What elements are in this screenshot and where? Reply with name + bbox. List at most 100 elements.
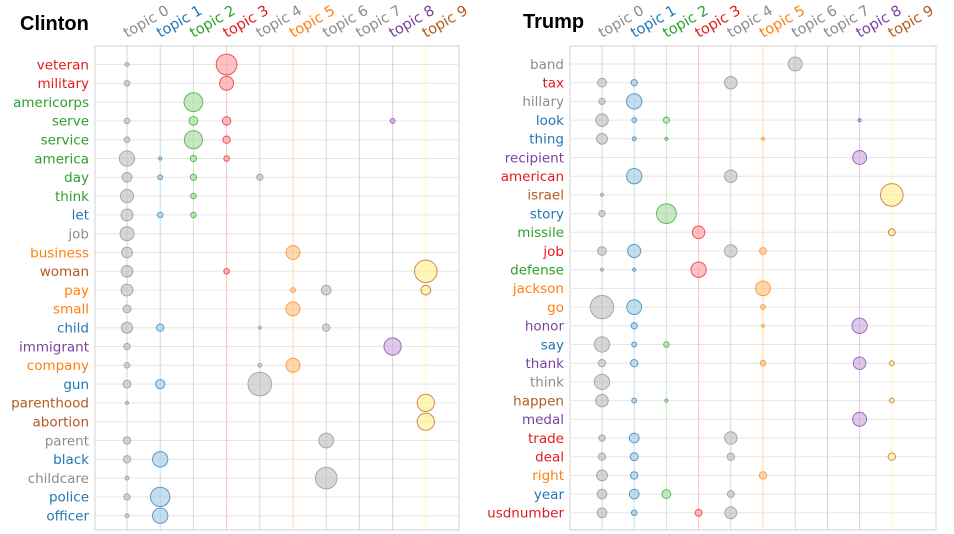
bubble xyxy=(630,509,638,517)
word-label: parent xyxy=(45,433,89,449)
bubble xyxy=(630,471,639,480)
bubble xyxy=(664,136,669,141)
bubble xyxy=(760,136,766,141)
word-label: officer xyxy=(46,509,89,525)
word-label: americorps xyxy=(13,95,89,111)
bubble xyxy=(155,378,166,390)
bubble xyxy=(189,173,198,181)
bubble xyxy=(631,117,638,124)
bubble xyxy=(852,150,868,165)
bubble xyxy=(416,393,435,413)
bubble xyxy=(120,265,134,278)
bubble xyxy=(157,174,164,181)
bubble xyxy=(383,337,402,356)
bubble xyxy=(190,192,197,200)
bubble xyxy=(290,287,296,294)
bubble xyxy=(760,323,766,328)
bubble xyxy=(758,471,768,480)
bubble xyxy=(247,371,273,397)
bubble xyxy=(120,321,134,334)
bubble xyxy=(628,432,640,444)
bubble xyxy=(631,341,638,348)
bubble xyxy=(183,92,204,112)
bubble xyxy=(630,359,639,368)
word-label: happen xyxy=(513,393,564,409)
bubble xyxy=(626,299,643,316)
bubble xyxy=(124,62,130,67)
bubble xyxy=(852,411,868,427)
bubble xyxy=(724,506,738,520)
bubble xyxy=(123,362,131,369)
bubble xyxy=(222,135,231,144)
bubble xyxy=(724,431,738,445)
bubble xyxy=(123,117,131,125)
bubble xyxy=(631,136,637,142)
bubble xyxy=(596,469,608,482)
bubble xyxy=(119,226,135,242)
bubble xyxy=(597,452,607,461)
word-label: job xyxy=(67,227,89,243)
bubble xyxy=(598,97,606,106)
bubble xyxy=(221,116,232,126)
bubble xyxy=(597,359,607,368)
grid xyxy=(94,45,460,531)
bubble xyxy=(285,245,301,260)
word-label: business xyxy=(30,245,89,261)
bubble xyxy=(124,400,130,405)
bubble xyxy=(880,183,904,207)
bubble xyxy=(122,455,132,464)
bubble xyxy=(755,280,771,297)
bubble xyxy=(219,75,235,91)
word-label: look xyxy=(536,113,564,129)
word-label: israel xyxy=(527,188,564,204)
bubble xyxy=(188,115,199,126)
word-label: tax xyxy=(542,76,564,92)
bubbles xyxy=(118,53,438,524)
bubble xyxy=(120,283,134,297)
bubble xyxy=(122,436,132,445)
word-label: military xyxy=(37,76,89,92)
bubble xyxy=(626,168,643,185)
bubble xyxy=(887,228,896,237)
bubble xyxy=(190,211,197,219)
bubble xyxy=(596,507,608,519)
bubble xyxy=(663,341,670,348)
bubble xyxy=(857,118,862,123)
word-label: defense xyxy=(510,263,564,279)
bubble xyxy=(124,513,130,519)
bubble xyxy=(597,77,607,88)
bubble xyxy=(150,486,171,508)
word-label: parenthood xyxy=(11,396,89,412)
word-label: say xyxy=(541,337,564,353)
bubble xyxy=(690,261,707,278)
word-label: honor xyxy=(525,319,565,335)
bubble xyxy=(121,246,133,259)
word-label: go xyxy=(547,300,564,316)
bubble xyxy=(158,156,163,161)
word-label: band xyxy=(530,57,564,73)
word-label: think xyxy=(55,189,89,205)
bubble xyxy=(389,117,396,124)
bubble xyxy=(215,53,238,76)
bubble xyxy=(661,489,672,500)
bubble xyxy=(596,132,608,145)
word-label: missile xyxy=(517,225,564,241)
word-label: pay xyxy=(64,283,89,299)
bubble xyxy=(223,268,230,275)
bubble xyxy=(123,342,131,351)
bubble xyxy=(314,466,338,490)
trump-title: Trump xyxy=(523,11,584,33)
word-label: story xyxy=(530,206,564,222)
bubble xyxy=(152,451,169,468)
bubble xyxy=(630,79,638,87)
bubble xyxy=(152,507,169,524)
word-label: let xyxy=(72,208,89,224)
bubble xyxy=(156,323,165,332)
word-label: right xyxy=(532,468,564,484)
bubble xyxy=(656,203,677,225)
bubble xyxy=(318,432,335,449)
bubble xyxy=(597,246,607,256)
